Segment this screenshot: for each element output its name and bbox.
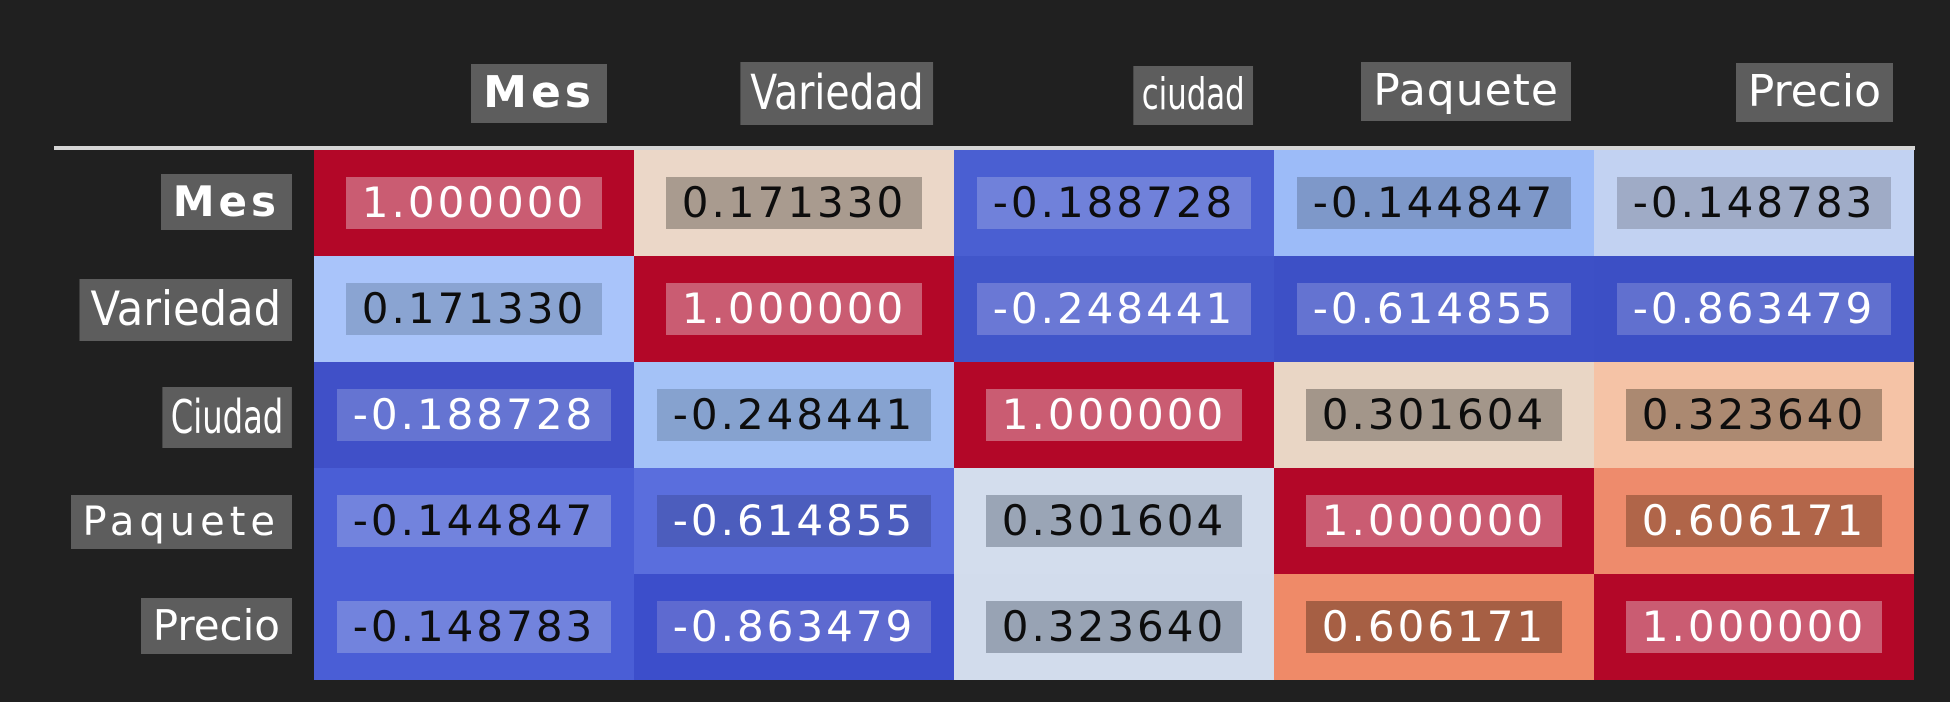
cell-value: -0.144847: [336, 494, 612, 548]
cell-r2c2: 1.000000: [634, 256, 954, 362]
cell-value: -0.614855: [656, 494, 932, 548]
row-label-precio: Precio: [140, 598, 292, 655]
col-header-paquete: Paquete: [1361, 62, 1571, 121]
col-header-variedad: Variedad: [739, 62, 933, 126]
cell-value: 1.000000: [1305, 494, 1563, 548]
cell-r3c3: 1.000000: [954, 362, 1274, 468]
cell-r3c5: 0.323640: [1594, 362, 1914, 468]
cell-r4c5: 0.606171: [1594, 468, 1914, 574]
cell-value: -0.148783: [1616, 176, 1892, 230]
cell-value: 0.606171: [1305, 600, 1563, 654]
cell-value: 1.000000: [985, 388, 1243, 442]
col-header-precio: Precio: [1735, 63, 1893, 122]
cell-r2c1: 0.171330: [314, 256, 634, 362]
header-divider-line: [54, 146, 1915, 150]
cell-r4c4: 1.000000: [1274, 468, 1594, 574]
row-label-mes: Mes: [160, 174, 292, 231]
cell-r4c3: 0.301604: [954, 468, 1274, 574]
cell-value: 0.323640: [985, 600, 1243, 654]
row-label-ciudad: Ciudad: [162, 387, 292, 448]
cell-r5c3: 0.323640: [954, 574, 1274, 680]
cell-value: 0.323640: [1625, 388, 1883, 442]
cell-r2c5: -0.863479: [1594, 256, 1914, 362]
col-header-mes: Mes: [471, 64, 607, 123]
cell-value: 1.000000: [665, 282, 923, 336]
cell-r3c1: -0.188728: [314, 362, 634, 468]
cell-r4c1: -0.144847: [314, 468, 634, 574]
cell-r5c4: 0.606171: [1274, 574, 1594, 680]
cell-r2c3: -0.248441: [954, 256, 1274, 362]
cell-value: -0.248441: [656, 388, 932, 442]
row-label-paquete: Paquete: [70, 495, 292, 549]
cell-value: -0.144847: [1296, 176, 1572, 230]
cell-value: 0.171330: [345, 282, 603, 336]
cell-r5c2: -0.863479: [634, 574, 954, 680]
row-label-variedad: Variedad: [79, 279, 292, 342]
cell-value: -0.863479: [656, 600, 932, 654]
cell-r3c2: -0.248441: [634, 362, 954, 468]
cell-r5c5: 1.000000: [1594, 574, 1914, 680]
cell-r3c4: 0.301604: [1274, 362, 1594, 468]
cell-value: -0.188728: [976, 176, 1252, 230]
cell-value: -0.188728: [336, 388, 612, 442]
cell-r1c3: -0.188728: [954, 150, 1274, 256]
cell-value: -0.863479: [1616, 282, 1892, 336]
cell-value: 0.606171: [1625, 494, 1883, 548]
cell-r1c2: 0.171330: [634, 150, 954, 256]
cell-value: 0.171330: [665, 176, 923, 230]
cell-r5c1: -0.148783: [314, 574, 634, 680]
cell-value: 1.000000: [345, 176, 603, 230]
cell-r4c2: -0.614855: [634, 468, 954, 574]
cell-value: -0.148783: [336, 600, 612, 654]
heatmap-grid: 1.000000 0.171330 -0.188728 -0.144847 -0…: [314, 150, 1914, 680]
cell-value: 0.301604: [985, 494, 1243, 548]
cell-r1c1: 1.000000: [314, 150, 634, 256]
cell-value: 0.301604: [1305, 388, 1563, 442]
cell-value: 1.000000: [1625, 600, 1883, 654]
cell-r2c4: -0.614855: [1274, 256, 1594, 362]
col-header-ciudad: ciudad: [1133, 66, 1253, 125]
cell-r1c4: -0.144847: [1274, 150, 1594, 256]
cell-value: -0.614855: [1296, 282, 1572, 336]
cell-r1c5: -0.148783: [1594, 150, 1914, 256]
cell-value: -0.248441: [976, 282, 1252, 336]
